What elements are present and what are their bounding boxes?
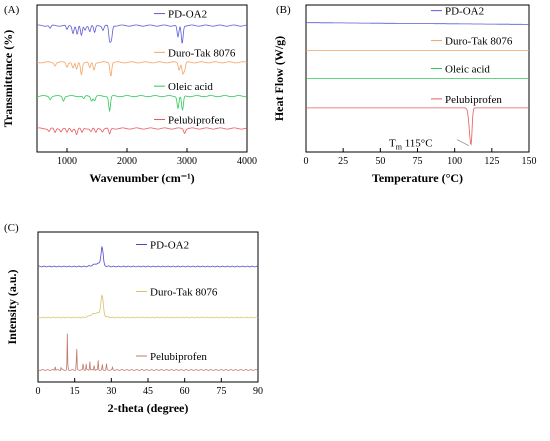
annotation-leader [456,139,470,146]
x-tick-label: 125 [484,156,499,167]
legend-entry: Duro-Tak 8076 [150,287,218,299]
x-tick-label: 60 [180,386,190,397]
panel-a: 1000 2000 3000 4000 Wavenumber (cm⁻¹) Transmi… [1,4,257,185]
plot-frame [36,4,248,153]
legend-entry: Pelubiprofen [445,94,502,106]
series-line-pd-oa2 [37,245,259,268]
x-tick-label: 75 [216,386,226,397]
x-tick-label: 150 [522,156,537,167]
x-tick-label: 3000 [177,156,197,167]
x-tick-label: 15 [70,386,80,397]
x-axis-label: 2-theta (degree) [108,401,189,415]
series-line-pelubiprofen [36,127,248,136]
plot-frame [37,231,259,383]
x-tick-label: 1000 [57,156,77,167]
legend-entry: Duro-Tak 8076 [445,36,513,48]
series-line-duro-tak-8076 [38,294,259,319]
y-axis-label: Heat Flow (W/g) [272,36,286,121]
series-line-pd-oa2 [306,22,529,25]
y-axis-label: Transmittance (%) [1,30,15,127]
x-tick-label: 75 [413,156,423,167]
x-tick-label: 2000 [117,156,137,167]
series-line-pelubiprofen [306,107,529,146]
series-line-oleic-acid [37,95,248,113]
panel-c: 0 15 30 45 60 75 90 2-theta (degree) Intensity (… [5,231,263,415]
x-tick-label: 0 [36,386,41,397]
legend-entry: Duro-Tak 8076 [168,47,236,59]
legend-entry: Pelubiprofen [150,351,207,363]
x-tick-label: 100 [447,156,462,167]
x-tick-label: 45 [143,386,153,397]
legend-entry: Oleic acid [168,81,213,93]
series-line-duro-tak-8076 [36,61,248,77]
legend-entry: PD-OA2 [445,6,484,18]
series-line-pelubiprofen [37,333,259,372]
x-axis-label: Wavenumber (cm⁻¹) [89,171,194,185]
legend-entry: PD-OA2 [150,240,189,252]
x-tick-label: 4000 [237,156,257,167]
legend-entry: Oleic acid [445,64,490,76]
panel-b: 0 25 50 75 100 125 150 Temperature (°C) Heat Flo… [272,4,537,185]
y-axis-label: Intensity (a.u.) [5,269,19,344]
x-tick-label: 0 [304,156,309,167]
panel-label-b: (B) [276,4,291,16]
x-axis-label: Temperature (°C) [372,171,463,185]
x-tick-label: 50 [375,156,385,167]
legend-entry: Pelubiprofen [168,114,225,126]
x-tick-label: 90 [253,386,263,397]
x-tick-label: 25 [338,156,348,167]
x-tick-label: 30 [106,386,116,397]
series-line-pd-oa2 [36,24,248,44]
panel-label-c: (C) [4,222,19,234]
panel-label-a: (A) [4,4,20,16]
legend-entry: PD-OA2 [168,9,207,21]
melting-point-annotation: Tm 115°C [389,138,433,152]
